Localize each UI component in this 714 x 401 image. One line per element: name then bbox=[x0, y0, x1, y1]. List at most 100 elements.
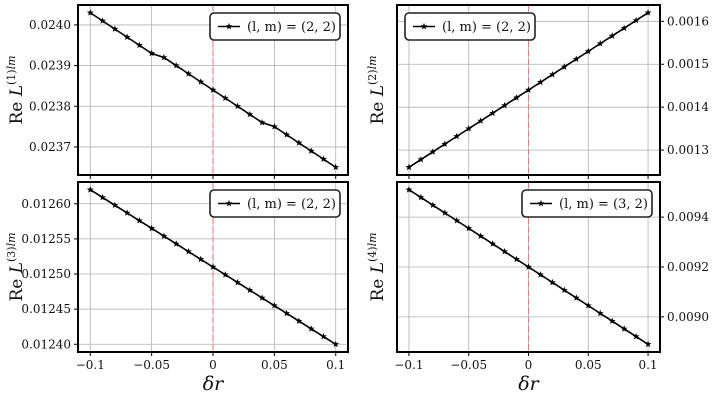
xtick-label-3-0: −0.1 bbox=[76, 358, 105, 372]
y-axis-label-3: Re L(3)lm bbox=[5, 232, 27, 301]
subplot-1: 0.0237 0.0238 0.0239 0.0240 Re L(1)lm (l, m) … bbox=[5, 4, 349, 179]
ytick-label-2-0: 0.0013 bbox=[667, 143, 709, 157]
data-point-1-1 bbox=[99, 17, 106, 24]
subplot-4: 0.0090 0.0092 0.0094 −0.1 −0.05 0 0.05 0.1 δr Re … bbox=[366, 181, 709, 395]
data-point-3-2 bbox=[111, 201, 119, 209]
data-point-1-2 bbox=[111, 25, 119, 32]
data-point-2-3 bbox=[441, 140, 449, 147]
ytick-label-4-0: 0.0090 bbox=[667, 310, 709, 324]
data-point-2-12 bbox=[548, 70, 556, 78]
data-point-4-1 bbox=[417, 193, 425, 201]
data-point-3-18 bbox=[307, 325, 315, 332]
data-point-2-19 bbox=[632, 16, 640, 24]
data-point-4-17 bbox=[608, 317, 616, 324]
ytick-label-3-3: 0.01255 bbox=[21, 232, 71, 246]
data-point-4-8 bbox=[501, 247, 509, 255]
data-point-1-8 bbox=[185, 70, 192, 77]
legend-marker-3 bbox=[225, 199, 233, 207]
xtick-label-4-0: −0.1 bbox=[394, 358, 423, 372]
data-point-3-11 bbox=[221, 271, 229, 278]
legend-marker-4 bbox=[537, 199, 545, 207]
data-point-2-8 bbox=[501, 101, 509, 109]
data-point-1-18 bbox=[307, 147, 315, 154]
data-point-1-4 bbox=[135, 41, 143, 49]
ytick-label-2-3: 0.0016 bbox=[667, 14, 709, 28]
xtick-label-3-3: 0.05 bbox=[261, 358, 288, 372]
legend-1: (l, m) = (2, 2) bbox=[209, 12, 341, 41]
data-point-1-19 bbox=[320, 155, 327, 163]
ytick-label-4-2: 0.0094 bbox=[667, 210, 709, 224]
y-axis-label-4: Re L(4)lm bbox=[366, 232, 388, 301]
data-point-3-19 bbox=[320, 332, 327, 340]
data-point-2-10 bbox=[525, 86, 532, 93]
ytick-label-1-2: 0.0239 bbox=[29, 59, 71, 73]
data-point-1-7 bbox=[172, 62, 180, 69]
data-point-2-1 bbox=[417, 155, 425, 163]
data-point-3-9 bbox=[197, 255, 205, 263]
data-point-1-13 bbox=[246, 110, 254, 118]
subplot-3: 0.01240 0.01245 0.01250 0.01255 0.01260 −0.1 −… bbox=[5, 181, 349, 395]
data-point-4-13 bbox=[560, 286, 568, 294]
legend-label-2: (l, m) = (2, 2) bbox=[442, 20, 531, 35]
data-point-2-2 bbox=[429, 148, 437, 155]
data-point-2-5 bbox=[465, 125, 473, 132]
y-axis-label-2: Re L(2)lm bbox=[366, 55, 388, 124]
data-point-2-7 bbox=[489, 109, 497, 117]
ytick-label-1-1: 0.0238 bbox=[29, 99, 71, 113]
data-point-2-14 bbox=[572, 55, 580, 62]
legend-marker-1 bbox=[225, 22, 233, 30]
y-axis-label-1: Re L(1)lm bbox=[5, 55, 27, 124]
data-point-2-18 bbox=[620, 24, 628, 32]
data-point-3-17 bbox=[295, 317, 303, 324]
xtick-label-4-4: 0.1 bbox=[638, 358, 657, 372]
data-point-3-8 bbox=[185, 247, 192, 255]
data-point-1-5 bbox=[148, 49, 156, 57]
data-point-2-13 bbox=[560, 63, 568, 70]
x-axis-label-3: δr bbox=[203, 373, 225, 395]
data-point-1-6 bbox=[160, 53, 168, 61]
data-point-4-7 bbox=[489, 240, 497, 247]
legend-box-1 bbox=[209, 12, 341, 41]
data-point-2-11 bbox=[537, 78, 544, 86]
data-point-1-12 bbox=[234, 102, 241, 110]
data-point-4-4 bbox=[453, 217, 461, 224]
data-point-2-6 bbox=[477, 117, 485, 124]
ytick-label-3-2: 0.01250 bbox=[21, 267, 71, 281]
legend-label-3: (l, m) = (2, 2) bbox=[247, 197, 336, 212]
data-point-3-0 bbox=[86, 186, 94, 193]
data-point-3-4 bbox=[135, 217, 143, 224]
data-point-4-5 bbox=[465, 224, 473, 232]
legend-box-4 bbox=[521, 189, 653, 218]
legend-box-2 bbox=[404, 12, 536, 41]
data-point-2-0 bbox=[405, 163, 413, 171]
ytick-label-2-1: 0.0014 bbox=[667, 100, 709, 114]
data-point-3-12 bbox=[234, 278, 241, 286]
data-point-2-17 bbox=[608, 32, 616, 39]
ytick-label-3-1: 0.01245 bbox=[21, 302, 71, 316]
xtick-label-3-4: 0.1 bbox=[326, 358, 345, 372]
ytick-label-3-4: 0.01260 bbox=[21, 197, 71, 211]
x-axis-label-4: δr bbox=[518, 373, 540, 395]
legend-label-1: (l, m) = (2, 2) bbox=[247, 20, 336, 35]
data-point-1-10 bbox=[209, 86, 217, 93]
legend-label-4: (l, m) = (3, 2) bbox=[559, 197, 648, 212]
legend-box-3 bbox=[209, 189, 341, 218]
data-point-1-20 bbox=[332, 163, 340, 171]
data-point-4-14 bbox=[572, 294, 580, 301]
data-point-1-14 bbox=[258, 118, 266, 126]
data-point-1-0 bbox=[86, 9, 94, 16]
data-point-4-3 bbox=[441, 209, 449, 216]
data-point-3-5 bbox=[148, 224, 156, 232]
xtick-label-3-2: 0 bbox=[209, 358, 217, 372]
data-point-3-3 bbox=[123, 209, 131, 216]
data-point-4-2 bbox=[429, 201, 437, 209]
legend-3: (l, m) = (2, 2) bbox=[209, 189, 341, 218]
xtick-label-4-1: −0.05 bbox=[450, 358, 487, 372]
data-point-3-7 bbox=[172, 240, 180, 247]
data-point-4-10 bbox=[525, 263, 532, 270]
data-point-4-18 bbox=[620, 325, 628, 332]
xtick-label-4-3: 0.05 bbox=[575, 358, 602, 372]
data-point-2-9 bbox=[513, 94, 520, 101]
data-point-2-20 bbox=[644, 9, 652, 16]
